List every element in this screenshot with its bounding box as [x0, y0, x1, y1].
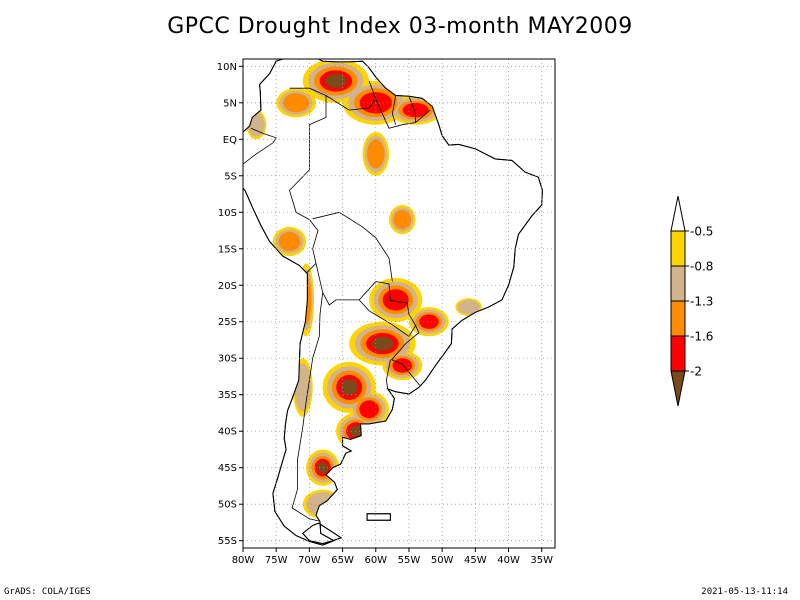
y-tick-label-2: EQ: [223, 135, 237, 146]
country-border-3: [391, 95, 397, 125]
coastline: [243, 59, 543, 546]
y-tick-label-6: 20S: [218, 281, 237, 292]
legend-swatch-0: [670, 195, 686, 232]
y-tick-label-12: 50S: [218, 500, 237, 511]
x-tick-label-9: 35W: [530, 555, 553, 566]
country-border-11: [391, 325, 420, 386]
drought-region-3-level-3: [283, 93, 310, 113]
y-tick-label-0: 10N: [217, 62, 237, 73]
y-tick-label-7: 25S: [218, 317, 237, 328]
y-tick-label-5: 15S: [218, 244, 237, 255]
y-tick-label-8: 30S: [218, 354, 237, 365]
x-tick-label-6: 50W: [431, 555, 454, 566]
drought-region-19-level-2: [457, 299, 480, 315]
x-tick-label-1: 75W: [265, 555, 288, 566]
x-tick-label-5: 55W: [398, 555, 421, 566]
plot-frame: [242, 58, 556, 549]
x-tick-label-0: 80W: [232, 555, 255, 566]
x-tick-label-8: 40W: [497, 555, 520, 566]
legend-label-2: -1.3: [690, 295, 713, 309]
country-borders: [243, 80, 431, 522]
drought-region-7-level-3: [278, 231, 301, 252]
footer-credit: GrADS: COLA/IGES: [4, 587, 91, 597]
legend-swatch-4: [670, 335, 686, 372]
drought-region-6-level-3: [393, 210, 412, 230]
legend-swatch-5: [670, 370, 686, 407]
legend-label-1: -0.8: [690, 260, 713, 274]
country-border-0: [289, 87, 327, 170]
country-border-7: [312, 211, 393, 282]
drought-region-13-level-4: [359, 400, 379, 419]
drought-region-10-level-5: [371, 336, 393, 351]
x-tick-label-2: 70W: [298, 555, 321, 566]
drought-region-15-level-5: [317, 461, 329, 474]
drought-region-2-level-4: [402, 102, 429, 118]
color-legend: -0.5 -0.8 -1.3 -1.6 -2: [670, 195, 713, 407]
drought-region-9-level-4: [419, 314, 439, 329]
y-tick-label-4: 10S: [218, 208, 237, 219]
legend-swatch-3: [670, 300, 686, 337]
legend-swatch-1: [670, 230, 686, 267]
country-border-6: [289, 169, 319, 274]
drought-region-11-level-4: [392, 358, 413, 373]
x-tick-label-3: 65W: [331, 555, 354, 566]
y-tick-label-10: 40S: [218, 427, 237, 438]
x-tick-label-7: 45W: [464, 555, 487, 566]
country-border-9: [291, 292, 324, 522]
y-tick-label-9: 35S: [218, 390, 237, 401]
drought-region-5-level-3: [367, 139, 385, 169]
drought-region-0-level-5: [325, 73, 347, 88]
country-border-5: [243, 127, 277, 165]
legend-label-0: -0.5: [690, 225, 713, 239]
country-border-2: [375, 98, 431, 129]
y-tick-label-3: 5S: [224, 171, 237, 182]
country-border-1: [325, 80, 377, 111]
y-tick-label-11: 45S: [218, 463, 237, 474]
footer-timestamp: 2021-05-13-11:14: [701, 587, 788, 597]
y-tick-label-13: 55S: [218, 536, 237, 547]
drought-region-8-level-4: [382, 289, 409, 311]
y-tick-label-1: 5N: [223, 98, 237, 109]
country-border-4: [408, 96, 416, 123]
legend-label-4: -2: [690, 365, 702, 379]
axis-ticks: 80W 75W 70W 65W 60W 55W 50W 45W 40W 35W 10N 5N EQ 5S 1…: [217, 62, 553, 566]
legend-swatch-2: [670, 265, 686, 302]
drought-region-12-level-5: [340, 379, 358, 396]
legend-label-3: -1.6: [690, 330, 713, 344]
chart-title: GPCC Drought Index 03-month MAY2009: [167, 14, 633, 39]
x-tick-label-4: 60W: [364, 555, 387, 566]
country-border-12: [385, 359, 391, 389]
